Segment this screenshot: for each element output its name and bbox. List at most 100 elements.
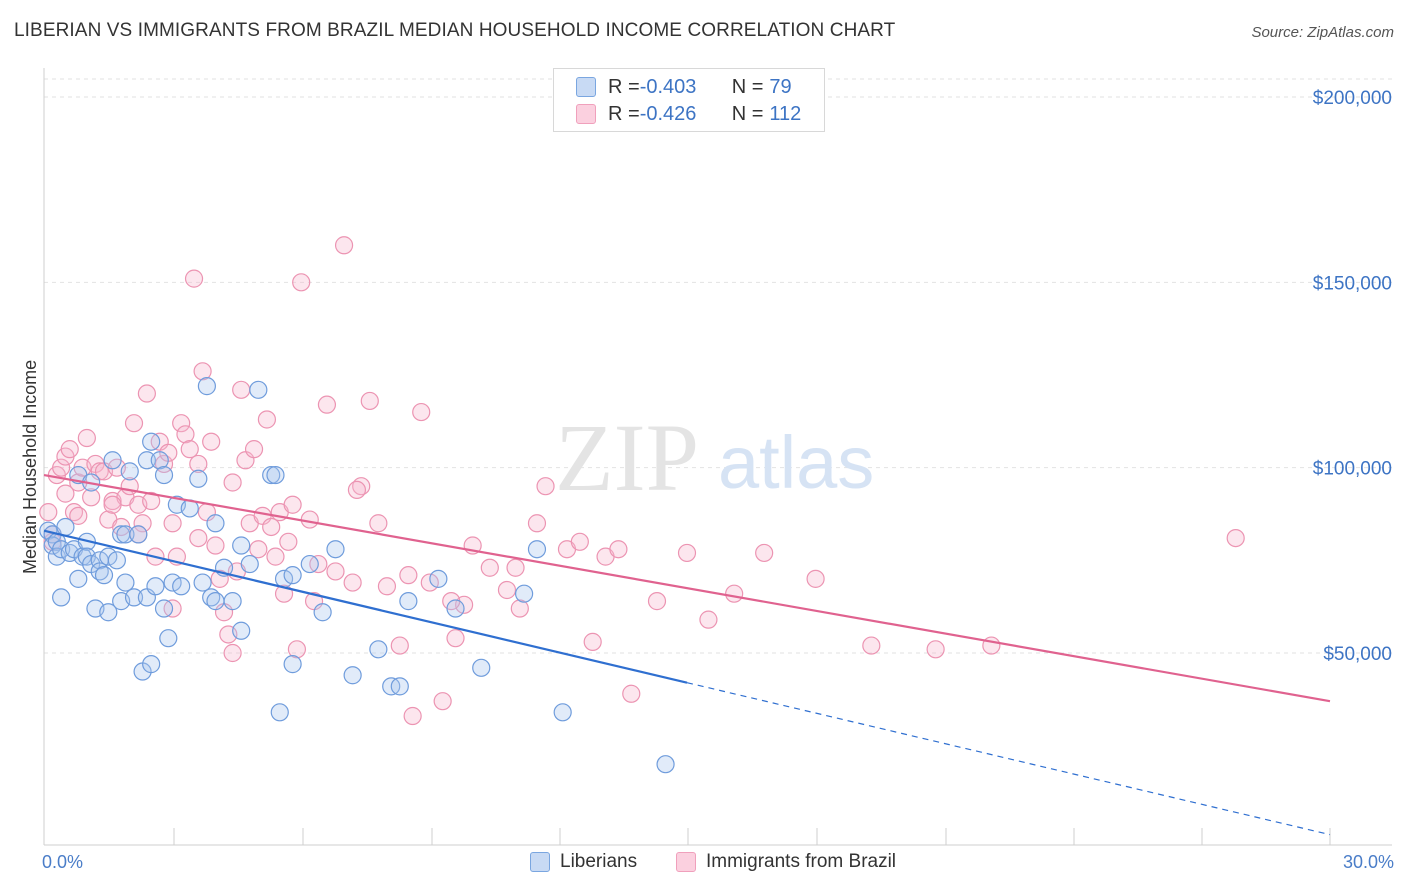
- data-point: [94, 566, 114, 585]
- data-point: [300, 554, 319, 574]
- data-point: [56, 517, 75, 537]
- data-point: [193, 573, 212, 592]
- data-point: [343, 666, 362, 685]
- data-point: [223, 473, 242, 492]
- legend-swatch-pink: [676, 852, 696, 872]
- legend-item-liberians[interactable]: Liberians: [530, 851, 637, 873]
- data-point: [283, 566, 302, 585]
- data-point: [69, 569, 88, 588]
- watermark-zip: ZIP: [555, 404, 699, 511]
- data-point: [609, 540, 628, 559]
- data-point: [69, 506, 88, 525]
- data-point: [107, 551, 126, 570]
- data-point: [313, 603, 332, 622]
- trend-line-liberians: [43, 529, 688, 684]
- data-point: [124, 414, 144, 433]
- data-point: [176, 425, 195, 444]
- data-point: [283, 495, 302, 514]
- data-point: [52, 588, 71, 607]
- data-point: [244, 440, 264, 459]
- data-point: [399, 592, 418, 611]
- data-point: [369, 640, 388, 659]
- data-point: [120, 462, 139, 481]
- trend-lines: [43, 473, 1331, 836]
- data-point: [862, 636, 881, 655]
- data-point: [497, 580, 517, 600]
- data-point: [232, 380, 251, 399]
- y-tick-label: $100,000: [1313, 459, 1392, 480]
- data-point: [223, 643, 242, 663]
- data-point: [82, 488, 101, 507]
- data-point: [334, 236, 354, 255]
- legend-item-brazil[interactable]: Immigrants from Brazil: [676, 851, 896, 873]
- legend-swatch-blue: [530, 852, 550, 872]
- data-point: [317, 395, 337, 414]
- data-point: [699, 610, 718, 629]
- data-point: [249, 380, 268, 399]
- data-point: [232, 536, 251, 555]
- data-point: [506, 558, 525, 577]
- watermark-atlas: atlas: [718, 421, 874, 504]
- data-point: [570, 532, 589, 551]
- data-point: [515, 584, 534, 603]
- data-point: [283, 655, 302, 674]
- legend-label-liberians: Liberians: [560, 851, 638, 872]
- data-point: [189, 528, 208, 548]
- data-point: [279, 532, 298, 551]
- axes: [43, 68, 1392, 846]
- data-point: [257, 410, 277, 429]
- trend-line-liberians-extension: [686, 682, 1331, 836]
- data-point: [103, 451, 122, 470]
- data-point: [433, 692, 452, 711]
- data-point: [266, 465, 285, 485]
- data-point: [99, 603, 118, 622]
- data-point: [77, 428, 96, 448]
- data-point: [52, 458, 71, 477]
- data-point: [343, 573, 362, 592]
- r-value: -0.426: [639, 102, 697, 125]
- data-point: [527, 540, 547, 559]
- data-point: [300, 510, 319, 529]
- data-point: [206, 536, 225, 555]
- chart-title: LIBERIAN VS IMMIGRANTS FROM BRAZIL MEDIA…: [14, 20, 896, 41]
- data-point: [249, 540, 268, 559]
- r-value: -0.403: [639, 75, 697, 98]
- y-tick-label: $50,000: [1323, 644, 1392, 665]
- data-point: [129, 525, 148, 544]
- legend-label-brazil: Immigrants from Brazil: [706, 851, 897, 872]
- data-point: [446, 599, 465, 618]
- liberian-points: [39, 377, 675, 774]
- watermark: ZIP atlas: [555, 404, 874, 511]
- correlation-legend: R = -0.403 N = 79 R = -0.426 N = 112: [553, 68, 825, 132]
- data-point: [446, 629, 465, 648]
- data-point: [647, 592, 667, 611]
- trend-line-brazil: [43, 473, 1331, 703]
- data-point: [116, 525, 135, 544]
- data-point: [133, 514, 152, 533]
- data-point: [206, 514, 225, 533]
- y-tick-label: $150,000: [1313, 273, 1392, 294]
- brazil-points: [39, 236, 1245, 726]
- data-point: [510, 599, 529, 618]
- data-point: [172, 577, 191, 596]
- data-point: [189, 469, 208, 488]
- data-point: [193, 362, 212, 381]
- n-label: N =: [731, 102, 764, 125]
- legend-row-brazil: R = -0.426 N = 112: [576, 103, 801, 125]
- data-point: [103, 495, 122, 514]
- data-point: [677, 543, 697, 563]
- data-point: [223, 592, 242, 611]
- data-point: [326, 562, 345, 581]
- data-point: [527, 514, 547, 533]
- data-point: [725, 584, 744, 603]
- data-point: [137, 451, 156, 470]
- data-point: [137, 384, 156, 403]
- data-point: [583, 632, 602, 651]
- data-point: [360, 391, 379, 411]
- data-point: [206, 592, 225, 611]
- data-point: [202, 432, 221, 451]
- data-point: [142, 655, 161, 674]
- data-point: [1226, 528, 1245, 548]
- data-point: [184, 269, 204, 288]
- x-tick-min: 0.0%: [42, 852, 84, 872]
